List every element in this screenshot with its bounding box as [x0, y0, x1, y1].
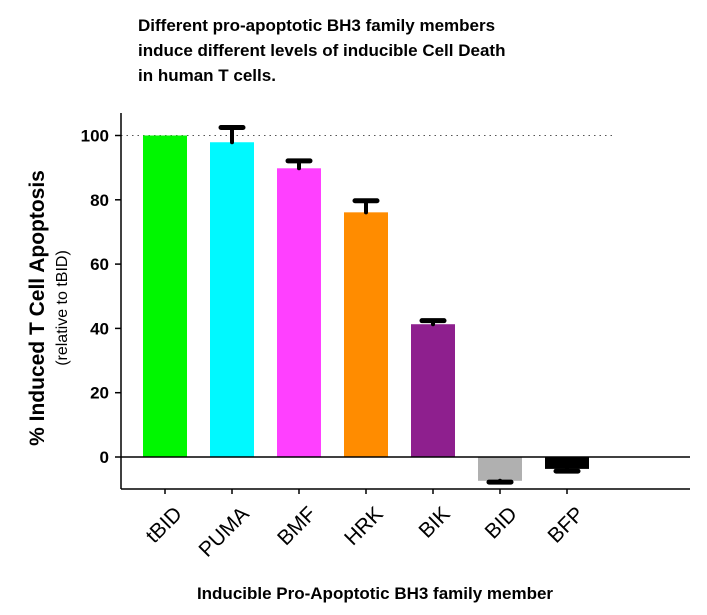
x-axis-label: Inducible Pro-Apoptotic BH3 family membe…	[197, 584, 553, 603]
x-tick-label: BIK	[415, 502, 455, 542]
x-tick-label: BMF	[273, 502, 321, 550]
y-tick-label: 0	[100, 448, 109, 467]
y-tick-label: 60	[90, 255, 109, 274]
bar-hrk	[344, 212, 388, 457]
bar-bfp	[545, 457, 589, 469]
chart-title: Different pro-apoptotic BH3 family membe…	[138, 16, 505, 85]
bar-puma	[210, 142, 254, 457]
x-tick-label: tBID	[142, 502, 187, 547]
title-line-3: in human T cells.	[138, 66, 276, 85]
x-tick-label: BID	[481, 502, 522, 543]
y-tick-label: 40	[90, 319, 109, 338]
x-tick-label: BFP	[544, 502, 589, 547]
y-tick-label: 100	[81, 127, 109, 146]
x-tick-label: PUMA	[195, 502, 254, 561]
title-line-1: Different pro-apoptotic BH3 family membe…	[138, 16, 495, 35]
x-tick-label: HRK	[340, 502, 388, 550]
bar-bmf	[277, 168, 321, 457]
y-axis-label: % Induced T Cell Apoptosis	[26, 170, 49, 446]
bar-tbid	[143, 135, 187, 457]
bar-bid	[478, 457, 522, 481]
y-axis-sublabel: (relative to tBID)	[54, 250, 71, 366]
y-tick-label: 80	[90, 191, 109, 210]
title-line-2: induce different levels of inducible Cel…	[138, 41, 505, 60]
y-tick-label: 20	[90, 384, 109, 403]
bar-bik	[411, 324, 455, 457]
